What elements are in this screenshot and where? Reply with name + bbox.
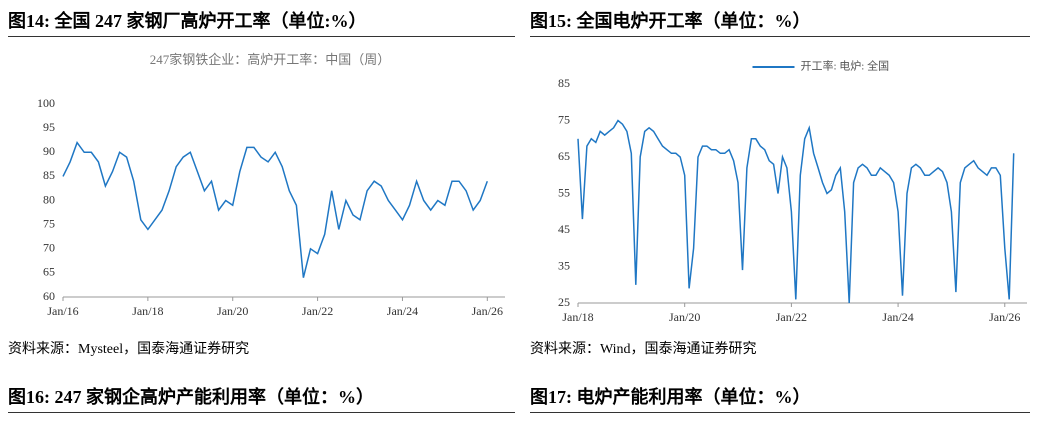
y-tick-label: 90 (43, 144, 55, 158)
y-tick-label: 95 (43, 120, 55, 134)
x-tick-label: Jan/22 (776, 310, 807, 324)
y-tick-label: 80 (43, 192, 55, 206)
y-tick-label: 65 (558, 149, 570, 163)
x-tick-label: Jan/18 (132, 304, 163, 318)
line-series (62, 141, 489, 278)
x-tick-label: Jan/26 (472, 304, 503, 318)
y-tick-label: 35 (558, 258, 570, 272)
chart-title: 247家钢铁企业：高炉开工率：中国（周） (150, 52, 391, 67)
figure-caption: 图16: 247 家钢企高炉产能利用率（单位：%） (8, 382, 515, 413)
x-tick-label: Jan/20 (217, 304, 248, 318)
y-tick-label: 55 (558, 185, 570, 199)
y-tick-label: 25 (558, 295, 570, 309)
x-tick-label: Jan/24 (882, 310, 913, 324)
x-tick-label: Jan/22 (302, 304, 333, 318)
x-tick-label: Jan/20 (669, 310, 700, 324)
figure-caption: 图17: 电炉产能利用率（单位：%） (530, 382, 1030, 413)
line-series (577, 119, 1015, 304)
x-tick-label: Jan/16 (47, 304, 78, 318)
x-tick-label: Jan/18 (562, 310, 593, 324)
figure-source: 资料来源：Wind，国泰海通证券研究 (530, 342, 757, 357)
figure-caption: 图15: 全国电炉开工率（单位：%） (530, 6, 1030, 37)
y-tick-label: 60 (43, 289, 55, 303)
legend-label: 开工率: 电炉: 全国 (801, 59, 890, 73)
x-tick-label: Jan/24 (387, 304, 418, 318)
figure-source: 资料来源：Mysteel，国泰海通证券研究 (8, 342, 250, 357)
y-tick-label: 70 (43, 241, 55, 255)
y-tick-label: 85 (43, 168, 55, 182)
x-tick-label: Jan/26 (989, 310, 1020, 324)
figure-caption: 图14: 全国 247 家钢厂高炉开工率（单位:%） (8, 6, 515, 37)
y-tick-label: 100 (37, 96, 55, 110)
y-tick-label: 75 (43, 216, 55, 230)
y-tick-label: 75 (558, 112, 570, 126)
y-tick-label: 85 (558, 76, 570, 90)
y-tick-label: 65 (43, 265, 55, 279)
y-tick-label: 45 (558, 222, 570, 236)
